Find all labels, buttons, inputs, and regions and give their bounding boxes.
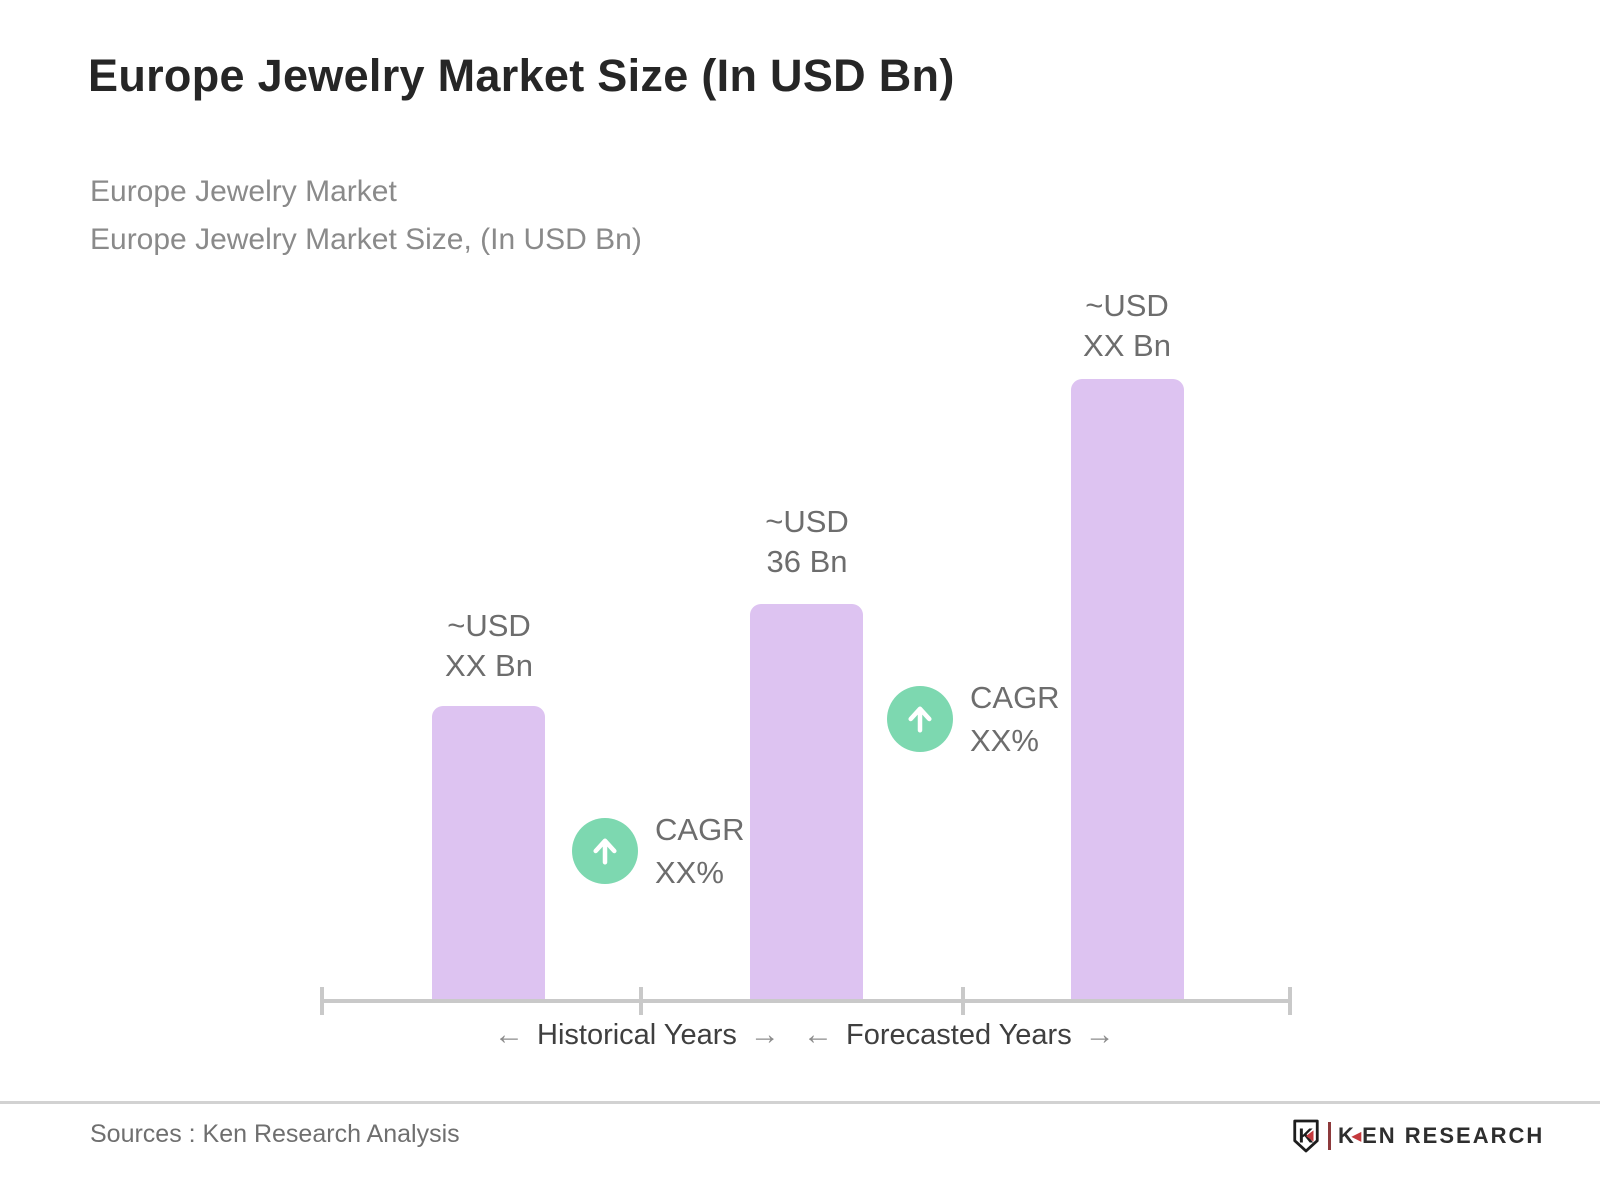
bar-historical-start bbox=[432, 706, 545, 1003]
red-triangle-icon bbox=[1306, 1130, 1314, 1142]
cagr-text: CAGR XX% bbox=[970, 676, 1060, 762]
bar-value-line-1: ~USD bbox=[447, 608, 531, 643]
logo-wordmark: K ◀ EN RESEARCH bbox=[1338, 1123, 1544, 1149]
left-arrow-icon: ← bbox=[494, 1018, 524, 1051]
bar-value-line-2: XX Bn bbox=[445, 648, 533, 683]
axis-tick bbox=[1288, 987, 1292, 1015]
cagr-line-2: XX% bbox=[970, 723, 1039, 758]
cagr-text: CAGR XX% bbox=[655, 808, 745, 894]
axis-group-forecast: ← Forecasted Years → bbox=[803, 1018, 1115, 1052]
bar-value-line-1: ~USD bbox=[1085, 288, 1169, 323]
sources-note: Sources : Ken Research Analysis bbox=[90, 1120, 460, 1148]
cagr-line-1: CAGR bbox=[970, 680, 1060, 715]
axis-group-label: Historical Years bbox=[537, 1018, 737, 1051]
logo-separator bbox=[1328, 1122, 1331, 1150]
axis-tick bbox=[320, 987, 324, 1015]
chart-subtitle: Europe Jewelry Market Europe Jewelry Mar… bbox=[90, 168, 642, 264]
up-arrow-icon bbox=[572, 818, 638, 884]
ken-research-shield-icon: K bbox=[1293, 1119, 1319, 1153]
red-triangle-icon: ◀ bbox=[1351, 1129, 1364, 1143]
subtitle-line-1: Europe Jewelry Market bbox=[90, 175, 397, 208]
bar-value-label-forecast: ~USD XX Bn bbox=[1017, 286, 1237, 366]
axis-tick bbox=[961, 987, 965, 1015]
right-arrow-icon: → bbox=[749, 1018, 780, 1051]
x-axis-line bbox=[320, 999, 1292, 1003]
bar-historical-end bbox=[750, 604, 863, 1003]
footer-divider bbox=[0, 1101, 1600, 1104]
bar-value-label-historical-end: ~USD 36 Bn bbox=[697, 502, 917, 582]
axis-group-historical: ← Historical Years → bbox=[494, 1018, 780, 1052]
shield-letter: K bbox=[1299, 1125, 1314, 1148]
left-arrow-icon: ← bbox=[803, 1018, 833, 1051]
cagr-line-1: CAGR bbox=[655, 812, 745, 847]
bar-value-line-1: ~USD bbox=[765, 504, 849, 539]
axis-group-label: Forecasted Years bbox=[846, 1018, 1072, 1051]
ken-research-logo: K K ◀ EN RESEARCH bbox=[1291, 1119, 1544, 1153]
subtitle-line-2: Europe Jewelry Market Size, (In USD Bn) bbox=[90, 223, 642, 256]
bar-value-line-2: XX Bn bbox=[1083, 328, 1171, 363]
logo-word-rest: EN RESEARCH bbox=[1362, 1123, 1545, 1148]
bar-value-line-2: 36 Bn bbox=[766, 544, 848, 579]
bar-value-label-historical-start: ~USD XX Bn bbox=[379, 606, 599, 686]
cagr-line-2: XX% bbox=[655, 855, 724, 890]
bar-forecast bbox=[1071, 379, 1184, 1003]
logo-word-k: K bbox=[1338, 1123, 1356, 1148]
cagr-badge-historical: CAGR XX% bbox=[572, 808, 745, 894]
axis-tick bbox=[639, 987, 643, 1015]
page-title: Europe Jewelry Market Size (In USD Bn) bbox=[88, 50, 955, 101]
right-arrow-icon: → bbox=[1084, 1018, 1115, 1051]
up-arrow-icon bbox=[887, 686, 953, 752]
cagr-badge-forecast: CAGR XX% bbox=[887, 676, 1060, 762]
